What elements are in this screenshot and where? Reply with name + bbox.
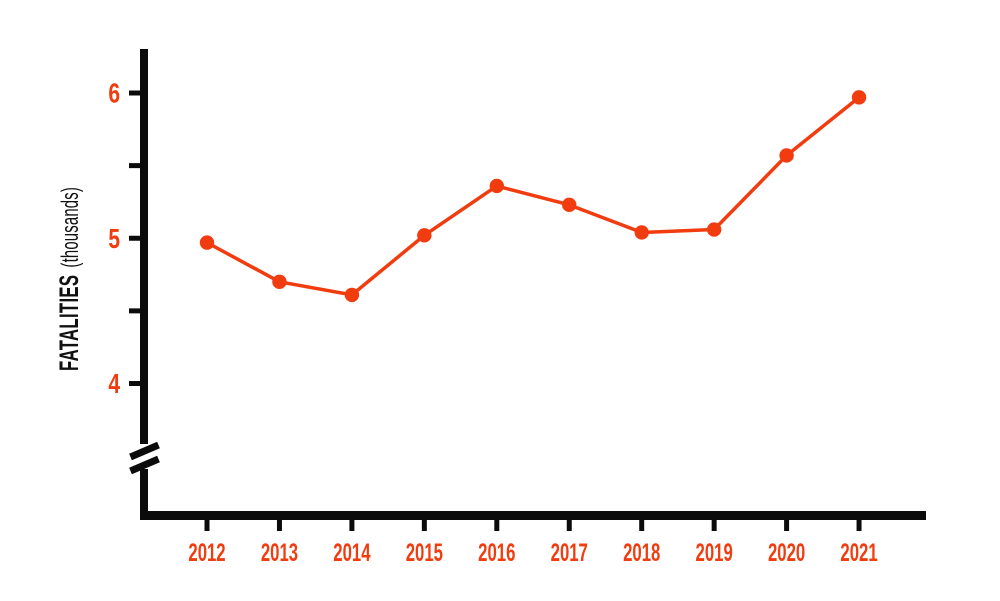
y-axis-ticks: [129, 90, 144, 386]
data-point: [344, 287, 360, 303]
x-tick-label: 2020: [768, 539, 805, 567]
data-point: [272, 274, 287, 290]
x-tick-label: 2019: [696, 539, 733, 567]
x-axis-ticks: [204, 515, 862, 531]
data-point: [634, 225, 649, 240]
x-tick-label: 2013: [261, 539, 298, 567]
x-tick-label: 2012: [188, 539, 225, 567]
x-tick-label: 2014: [333, 539, 370, 567]
data-series: [199, 90, 867, 303]
x-tick-label: 2018: [623, 539, 660, 567]
y-axis-title-main: FATALITIES: [54, 275, 84, 371]
y-axis-tick-labels: 6 5 4: [108, 79, 120, 400]
x-tick-label: 2015: [406, 539, 443, 567]
data-point: [489, 178, 504, 194]
axis-break-dash-upper: [129, 441, 160, 461]
y-axis-title-sub: (thousands): [58, 187, 84, 268]
data-line: [205, 95, 861, 297]
axes: [129, 49, 926, 520]
x-axis-tick-labels: 2012 2013 2014 2015 2016 2017 2018 2019 2020 2021: [188, 539, 877, 567]
data-point: [562, 197, 577, 213]
axis-break-dash-lower: [129, 455, 160, 475]
y-tick-label: 6: [108, 79, 120, 110]
y-tick-label: 4: [108, 369, 120, 400]
data-point: [199, 235, 215, 250]
x-tick-label: 2017: [551, 539, 588, 567]
data-point: [417, 228, 432, 243]
data-point: [851, 90, 867, 105]
y-axis-title: FATALITIES (thousands): [54, 187, 84, 371]
data-point: [706, 222, 722, 237]
data-point: [779, 148, 794, 163]
y-tick-label: 5: [108, 224, 120, 255]
x-tick-label: 2021: [840, 539, 877, 567]
x-tick-label: 2016: [478, 539, 515, 567]
